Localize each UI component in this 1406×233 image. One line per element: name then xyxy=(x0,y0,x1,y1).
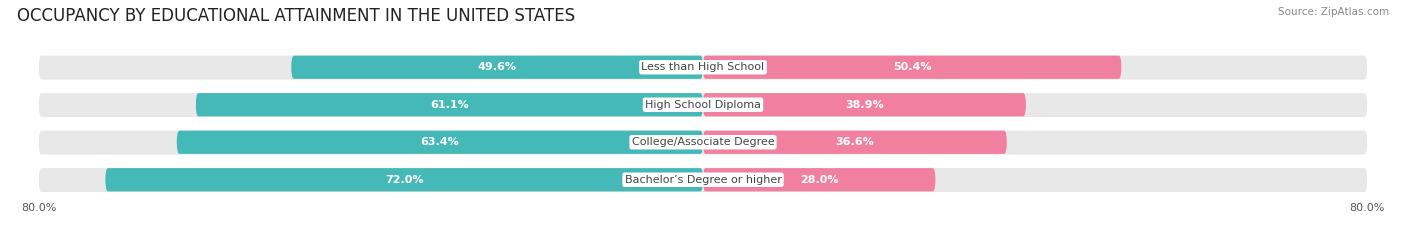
Text: 63.4%: 63.4% xyxy=(420,137,460,147)
Text: College/Associate Degree: College/Associate Degree xyxy=(631,137,775,147)
FancyBboxPatch shape xyxy=(177,131,703,154)
Text: 36.6%: 36.6% xyxy=(835,137,875,147)
FancyBboxPatch shape xyxy=(195,93,703,116)
FancyBboxPatch shape xyxy=(703,56,1122,79)
FancyBboxPatch shape xyxy=(703,93,1026,116)
Text: 61.1%: 61.1% xyxy=(430,100,468,110)
FancyBboxPatch shape xyxy=(105,168,703,191)
Text: Less than High School: Less than High School xyxy=(641,62,765,72)
Text: 38.9%: 38.9% xyxy=(845,100,884,110)
FancyBboxPatch shape xyxy=(39,93,1367,116)
Text: High School Diploma: High School Diploma xyxy=(645,100,761,110)
FancyBboxPatch shape xyxy=(39,56,1367,79)
Text: 72.0%: 72.0% xyxy=(385,175,423,185)
FancyBboxPatch shape xyxy=(291,56,703,79)
FancyBboxPatch shape xyxy=(39,169,1367,192)
Text: 49.6%: 49.6% xyxy=(478,62,516,72)
FancyBboxPatch shape xyxy=(39,131,1367,154)
FancyBboxPatch shape xyxy=(703,131,1007,154)
Text: Source: ZipAtlas.com: Source: ZipAtlas.com xyxy=(1278,7,1389,17)
Text: 28.0%: 28.0% xyxy=(800,175,838,185)
FancyBboxPatch shape xyxy=(39,94,1367,117)
Text: Bachelor’s Degree or higher: Bachelor’s Degree or higher xyxy=(624,175,782,185)
FancyBboxPatch shape xyxy=(703,168,935,191)
FancyBboxPatch shape xyxy=(39,168,1367,191)
Text: OCCUPANCY BY EDUCATIONAL ATTAINMENT IN THE UNITED STATES: OCCUPANCY BY EDUCATIONAL ATTAINMENT IN T… xyxy=(17,7,575,25)
Text: 50.4%: 50.4% xyxy=(893,62,931,72)
FancyBboxPatch shape xyxy=(39,131,1367,154)
FancyBboxPatch shape xyxy=(39,56,1367,79)
